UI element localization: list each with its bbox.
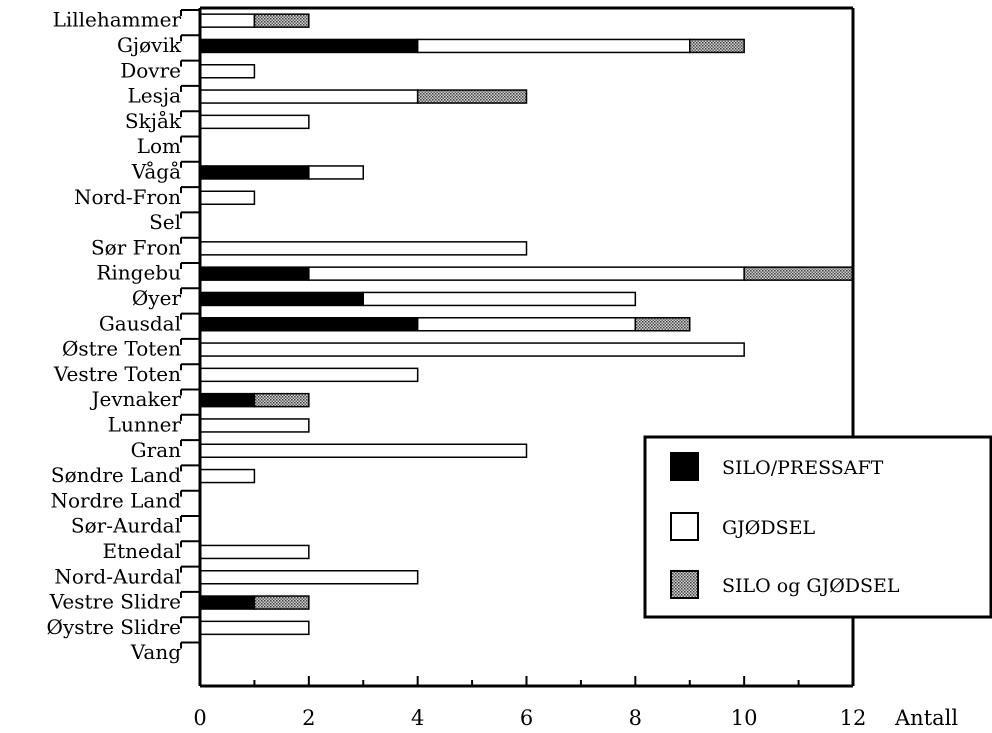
category-label: Gausdal	[99, 311, 181, 335]
bar-segment-gj-dsel	[199, 13, 256, 28]
bar-segment-gj-dsel	[199, 241, 528, 256]
bar-segment-gj-dsel	[308, 266, 745, 281]
category-label: Dovre	[120, 58, 181, 82]
bar-segment-silo-pressaft	[199, 266, 310, 281]
category-label: Vågå	[131, 159, 181, 183]
x-tick-label: 12	[840, 706, 867, 730]
bar-segment-gj-dsel	[362, 291, 637, 307]
bar-segment-gj-dsel	[416, 38, 691, 54]
legend-label: SILO/PRESSAFT	[722, 457, 884, 479]
legend-label: SILO og GJØDSEL	[722, 575, 900, 597]
category-label: Øyer	[132, 286, 182, 310]
category-label: Sør Fron	[91, 235, 181, 259]
bar-segment-gj-dsel	[199, 342, 745, 357]
category-label: Søndre Land	[51, 463, 181, 487]
category-label: Østre Toten	[62, 337, 181, 361]
bar-segment-silo-og-gj-dsel	[634, 317, 691, 332]
bar-segment-gj-dsel	[199, 89, 419, 104]
category-label: Lom	[137, 134, 181, 158]
x-axis-ticks: 0 2 4 6 8 10 12	[193, 676, 866, 730]
legend-swatch	[670, 512, 699, 541]
category-label: Vang	[130, 640, 181, 664]
legend: SILO/PRESSAFT GJØDSEL SILO og GJØDSEL	[643, 435, 992, 619]
bar-segment-silo-og-gj-dsel	[743, 266, 854, 281]
x-tick-label: 8	[629, 706, 642, 730]
category-label: Lunner	[108, 412, 182, 436]
category-label: Jevnaker	[90, 387, 182, 411]
bar-segment-silo-pressaft	[199, 595, 256, 610]
bar-segment-gj-dsel	[199, 64, 256, 79]
category-label: Nordre Land	[50, 488, 181, 512]
x-tick-label: 4	[411, 706, 424, 730]
category-label: Nord-Aurdal	[54, 564, 181, 588]
category-label: Sør-Aurdal	[71, 514, 181, 538]
category-label: Lillehammer	[53, 8, 182, 32]
category-label: Gran	[131, 438, 181, 462]
x-axis-title: Antall	[894, 706, 958, 730]
bar-segment-gj-dsel	[199, 570, 419, 585]
bar-segment-silo-og-gj-dsel	[253, 595, 310, 610]
category-label: Lesja	[127, 84, 181, 108]
bar-segment-gj-dsel	[308, 165, 365, 180]
category-label: Øystre Slidre	[47, 615, 181, 639]
bar-segment-gj-dsel	[416, 317, 637, 332]
bar-segment-gj-dsel	[199, 468, 256, 484]
bar-segment-silo-og-gj-dsel	[689, 38, 745, 54]
category-label: Sel	[149, 210, 181, 234]
bar-segment-gj-dsel	[199, 418, 310, 433]
bar-segment-silo-og-gj-dsel	[253, 392, 310, 408]
bar-segment-silo-pressaft	[199, 392, 256, 408]
bar-segment-silo-pressaft	[199, 165, 310, 180]
bar-segment-silo-pressaft	[199, 291, 364, 307]
category-label: Ringebu	[96, 261, 181, 285]
x-tick-label: 10	[731, 706, 758, 730]
category-label: Vestre Slidre	[49, 590, 181, 614]
category-labels: LillehammerGjøvikDovreLesjaSkjåkLomVågåN…	[47, 8, 200, 664]
legend-label: GJØDSEL	[722, 517, 815, 539]
legend-swatch	[670, 452, 699, 481]
category-label: Nord-Fron	[74, 185, 181, 209]
bar-segment-gj-dsel	[199, 114, 310, 130]
bar-segment-gj-dsel	[199, 443, 528, 458]
bar-segment-gj-dsel	[199, 367, 419, 383]
bar-segment-silo-pressaft	[199, 317, 419, 332]
bar-segment-gj-dsel	[199, 544, 310, 560]
x-tick-label: 0	[193, 706, 206, 730]
bar-segment-gj-dsel	[199, 190, 256, 205]
legend-box	[643, 435, 992, 619]
bar-segment-silo-og-gj-dsel	[253, 13, 310, 28]
category-label: Vestre Toten	[53, 362, 181, 386]
bar-segment-silo-pressaft	[199, 38, 419, 54]
x-tick-label: 6	[520, 706, 533, 730]
legend-swatch	[670, 570, 699, 599]
category-label: Gjøvik	[117, 33, 182, 57]
bar-segment-silo-og-gj-dsel	[416, 89, 528, 104]
category-label: Skjåk	[125, 109, 182, 133]
bar-segment-gj-dsel	[199, 620, 310, 636]
x-tick-label: 2	[302, 706, 315, 730]
category-label: Etnedal	[103, 539, 181, 563]
